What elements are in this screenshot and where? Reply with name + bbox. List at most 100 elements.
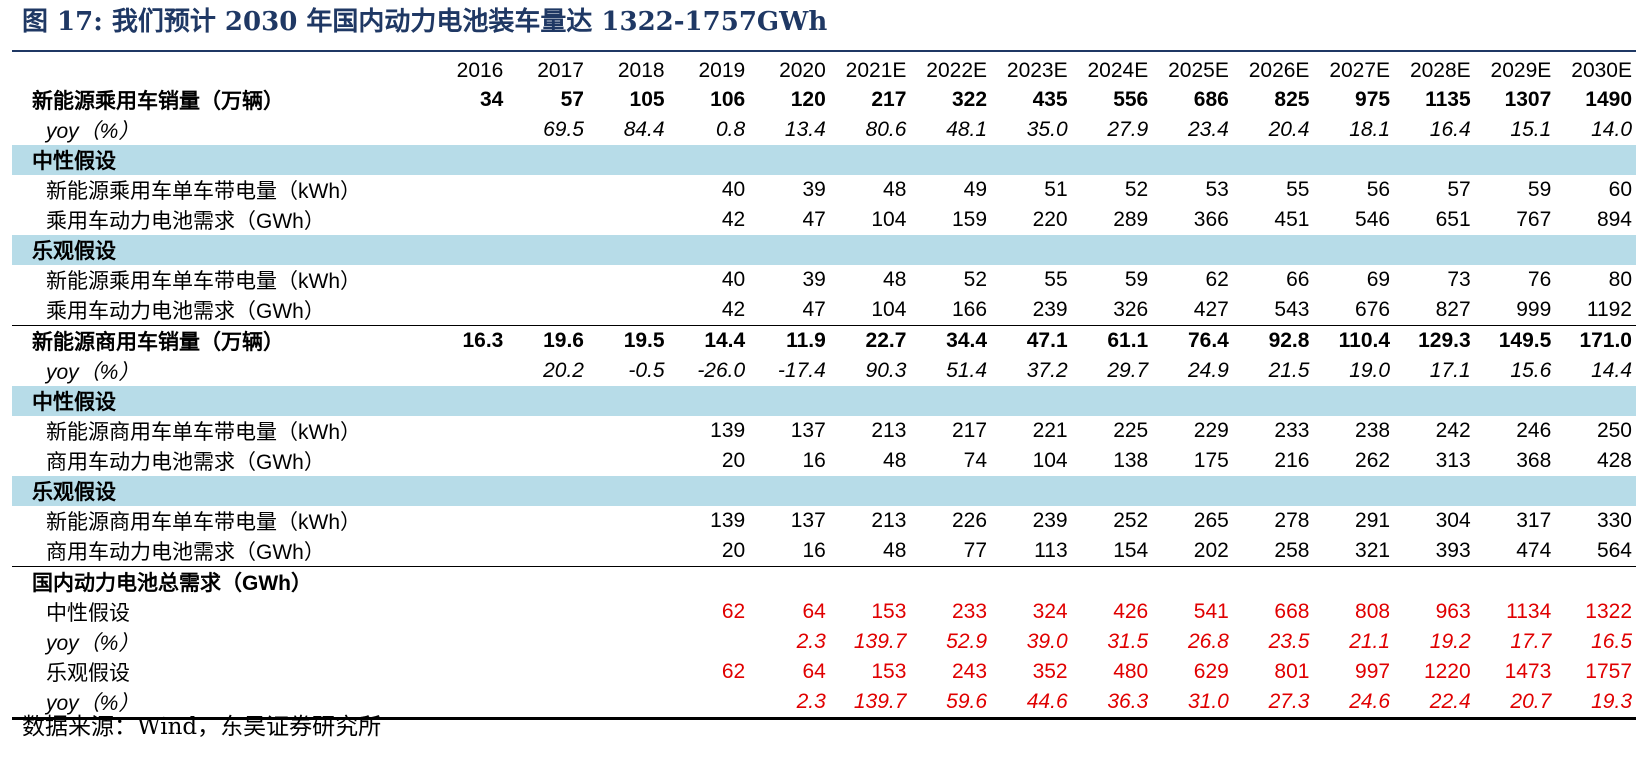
value-cell: [1555, 386, 1636, 416]
value-cell: [1394, 566, 1475, 597]
value-cell: 313: [1435, 449, 1471, 472]
value-cell: 154: [1113, 539, 1149, 562]
value-cell: 16.5: [1591, 630, 1632, 653]
value-cell: [426, 536, 508, 567]
value-cell: 80: [1608, 268, 1632, 291]
value-cell: 36.3: [1071, 687, 1153, 720]
value-cell: 175: [1193, 449, 1229, 472]
value-cell: 60: [1608, 178, 1632, 201]
value-cell: 19.0: [1349, 359, 1391, 382]
value-cell: [588, 295, 669, 326]
value-cell: [1152, 235, 1233, 265]
value-cell: 2.3: [796, 630, 826, 653]
value-cell: 213: [871, 509, 907, 532]
value-cell: [425, 386, 508, 416]
value-cell: 77: [963, 539, 988, 562]
value-cell: 47: [802, 208, 826, 231]
value-cell: [1313, 386, 1395, 416]
value-cell: [426, 627, 508, 657]
value-cell: 17.7: [1510, 630, 1552, 653]
table-row: yoy（%） 2.3 139.7 59.6 44.6 36.3 31.0 27.3 24.6 22…: [12, 687, 1636, 720]
value-cell: 76: [1527, 268, 1552, 291]
row-label: 新能源乘用车销量（万辆）: [32, 90, 284, 113]
value-cell: [588, 627, 669, 657]
value-cell: 428: [1596, 449, 1632, 472]
value-cell: 651: [1435, 208, 1471, 231]
value-cell: [668, 386, 750, 416]
year-header-cell: 2021E: [845, 59, 907, 82]
value-cell: 366: [1193, 208, 1229, 231]
value-cell: 19.2: [1429, 630, 1471, 653]
row-label: yoy（%）: [46, 632, 140, 655]
value-cell: 21.5: [1268, 359, 1310, 382]
value-cell: 15.1: [1510, 118, 1552, 141]
value-cell: 676: [1355, 298, 1391, 321]
year-header-cell: 2023E: [1006, 59, 1068, 82]
table-row: 新能源商用车单车带电量（kWh） 139 137 213 226 239 252 265 278…: [12, 506, 1636, 536]
value-cell: 61.1: [1071, 325, 1153, 356]
value-cell: 104: [871, 208, 907, 231]
value-cell: 291: [1355, 509, 1391, 532]
year-header-cell: 2025E: [1168, 59, 1229, 82]
table-row: 商用车动力电池需求（GWh） 20 16 48 77 113 154 202 258 321 393…: [12, 536, 1636, 567]
value-cell: 1490: [1585, 88, 1632, 111]
table-row: 新能源商用车销量（万辆） 16.3 19.6 19.5 14.4 11.9 22.7 34.4…: [12, 325, 1636, 356]
value-cell: [425, 566, 508, 597]
value-cell: 225: [1113, 419, 1149, 442]
value-cell: 62: [721, 600, 746, 623]
value-cell: 1220: [1423, 660, 1471, 683]
value-cell: 19.5: [587, 325, 669, 356]
value-cell: 171.0: [1555, 325, 1636, 356]
value-cell: 546: [1355, 208, 1391, 231]
value-cell: [507, 566, 588, 597]
value-cell: 69.5: [543, 118, 584, 141]
value-cell: [507, 476, 588, 506]
year-header-cell: 2022E: [926, 59, 988, 82]
value-cell: [1232, 386, 1314, 416]
row-label: 国内动力电池总需求（GWh）: [12, 566, 426, 597]
row-label: 新能源商用车单车带电量（kWh）: [46, 421, 361, 444]
value-cell: [426, 265, 508, 295]
value-cell: [1071, 476, 1153, 506]
value-cell: 106: [710, 88, 746, 111]
value-cell: 21.1: [1349, 630, 1391, 653]
value-cell: [991, 476, 1072, 506]
value-cell: 80.6: [865, 118, 907, 141]
value-cell: 62: [721, 660, 746, 683]
value-cell: [1313, 476, 1395, 506]
value-cell: [426, 597, 508, 627]
value-cell: [1394, 476, 1475, 506]
value-cell: 217: [951, 419, 988, 442]
value-cell: 120: [790, 88, 826, 111]
value-cell: 24.9: [1187, 359, 1229, 382]
value-cell: [507, 657, 588, 687]
value-cell: 2.3: [749, 687, 830, 720]
value-cell: 629: [1193, 660, 1229, 683]
table-body: 2016 2017 2018 2019 2020 2021E 2022E 2023E 2024E…: [12, 57, 1636, 720]
value-cell: [587, 687, 669, 720]
table-row: 乘用车动力电池需求（GWh） 42 47 104 159 220 289 366 451 546 6…: [12, 205, 1636, 235]
value-cell: [829, 386, 911, 416]
value-cell: [507, 597, 588, 627]
year-header-cell: 2016: [456, 59, 504, 82]
table-row: 乐观假设: [12, 476, 1636, 506]
value-cell: 0.8: [715, 118, 746, 141]
value-cell: 55: [1286, 178, 1310, 201]
value-cell: [588, 175, 669, 205]
table-row: 新能源乘用车销量（万辆） 34 57 105 106 120 217 322 435 556 686…: [12, 85, 1636, 115]
value-cell: 105: [629, 88, 665, 111]
value-cell: [1313, 566, 1395, 597]
value-cell: 217: [871, 88, 907, 111]
value-cell: [507, 446, 588, 476]
value-cell: 322: [951, 88, 988, 111]
value-cell: 69: [1366, 268, 1391, 291]
value-cell: 16: [802, 449, 826, 472]
value-cell: [1152, 476, 1233, 506]
value-cell: 90.3: [865, 359, 907, 382]
value-cell: 14.0: [1591, 118, 1632, 141]
value-cell: [425, 235, 508, 265]
value-cell: [587, 476, 669, 506]
value-cell: 137: [790, 509, 826, 532]
table-row: yoy（%） 69.5 84.4 0.8 13.4 80.6 48.1 35.0 27.9 23.…: [12, 115, 1636, 145]
value-cell: 62: [1205, 268, 1229, 291]
